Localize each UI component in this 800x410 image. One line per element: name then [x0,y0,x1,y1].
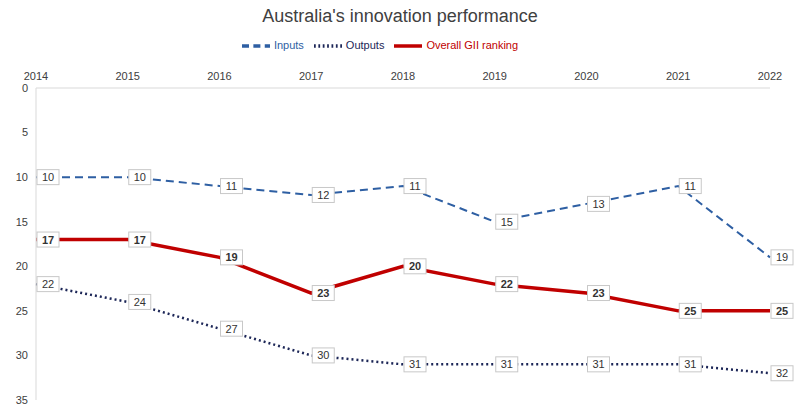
svg-text:25: 25 [776,305,788,317]
svg-text:2014: 2014 [24,70,48,82]
svg-text:23: 23 [592,287,604,299]
html-text:Inputs: Inputs [273,38,304,51]
svg-text:0: 0 [22,82,28,94]
svg-text:20: 20 [16,260,28,272]
svg-text:31: 31 [409,358,421,370]
svg-text:31: 31 [592,358,604,370]
svg-text:12: 12 [317,189,329,201]
svg-text:17: 17 [134,234,146,246]
svg-text:31: 31 [501,358,513,370]
svg-text:30: 30 [16,349,28,361]
svg-text:24: 24 [134,296,146,308]
svg-text:2019: 2019 [483,70,507,82]
svg-text:10: 10 [42,171,54,183]
svg-text:27: 27 [225,323,237,335]
svg-text:2021: 2021 [666,70,690,82]
html-text:Overall GII ranking: Overall GII ranking [426,38,519,51]
svg-text:35: 35 [16,394,28,406]
svg-text:2015: 2015 [116,70,140,82]
svg-text:11: 11 [409,180,420,192]
svg-text:2017: 2017 [299,70,323,82]
svg-text:30: 30 [317,349,329,361]
svg-text:11: 11 [226,180,237,192]
svg-text:22: 22 [501,278,513,290]
html-text:Outputs: Outputs [345,38,385,51]
svg-text:19: 19 [776,251,788,263]
svg-text:25: 25 [684,305,696,317]
svg-text:22: 22 [42,278,54,290]
html-text:Australia's innovation perform: Australia's innovation performance [262,6,538,26]
svg-text:32: 32 [776,367,788,379]
svg-text:10: 10 [134,171,146,183]
svg-text:19: 19 [225,251,237,263]
svg-text:31: 31 [684,358,696,370]
svg-text:17: 17 [42,234,54,246]
svg-text:2018: 2018 [391,70,415,82]
svg-text:2016: 2016 [207,70,231,82]
svg-text:15: 15 [16,216,28,228]
svg-text:15: 15 [501,216,513,228]
svg-text:11: 11 [685,180,696,192]
svg-text:23: 23 [317,287,329,299]
svg-text:2020: 2020 [574,70,598,82]
svg-text:20: 20 [409,260,421,272]
svg-text:10: 10 [16,171,28,183]
svg-text:13: 13 [592,198,604,210]
svg-text:5: 5 [22,126,28,138]
svg-text:25: 25 [16,305,28,317]
svg-text:2022: 2022 [758,70,782,82]
